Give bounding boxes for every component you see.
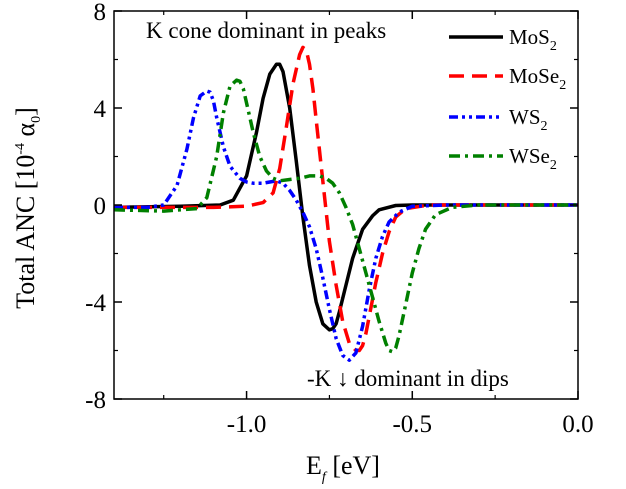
legend-label-mos2: MoS2 xyxy=(509,25,557,54)
x-axis-title-sub: f xyxy=(322,470,328,485)
y-axis-title-main: Total ANC [10 xyxy=(11,155,40,309)
x-tick-label: 0.0 xyxy=(562,411,593,438)
y-tick-label: -4 xyxy=(85,290,106,317)
x-tick-label: -0.5 xyxy=(392,411,432,438)
series-line-mos2 xyxy=(114,62,578,332)
series-line-ws2 xyxy=(114,89,578,362)
legend-label-ws2: WS2 xyxy=(509,105,548,134)
annotation-bottom: -K ↓ dominant in dips xyxy=(307,366,509,391)
x-axis-title: Ef [eV] xyxy=(306,451,380,485)
y-axis-title-unit: α xyxy=(11,122,40,143)
y-axis-title-sub: 0 xyxy=(29,116,44,123)
legend: MoS2 MoSe2 WS2 WSe2 xyxy=(449,25,566,173)
legend-label-mose2: MoSe2 xyxy=(509,64,566,93)
y-axis-title-sup: -4 xyxy=(13,143,28,155)
y-tick-label: 0 xyxy=(94,193,107,220)
y-tick-label: -8 xyxy=(85,387,106,414)
y-axis-title: Total ANC [10-4 α0] xyxy=(11,107,44,309)
ticks-layer: -1.0 -0.5 0.0 8 4 0 -4 -8 xyxy=(85,0,593,438)
y-axis-title-close: ] xyxy=(11,107,40,116)
series-line-mose2 xyxy=(114,45,578,353)
series-line-wse2 xyxy=(114,78,578,354)
y-tick-label: 8 xyxy=(94,0,107,26)
annotation-top: K cone dominant in peaks xyxy=(146,18,386,43)
y-tick-label: 4 xyxy=(94,96,107,123)
x-axis-title-unit: [eV] xyxy=(326,451,380,480)
legend-label-wse2: WSe2 xyxy=(509,144,557,173)
x-tick-label: -1.0 xyxy=(227,411,267,438)
series-layer xyxy=(114,45,578,362)
x-axis-title-main: E xyxy=(306,451,322,480)
